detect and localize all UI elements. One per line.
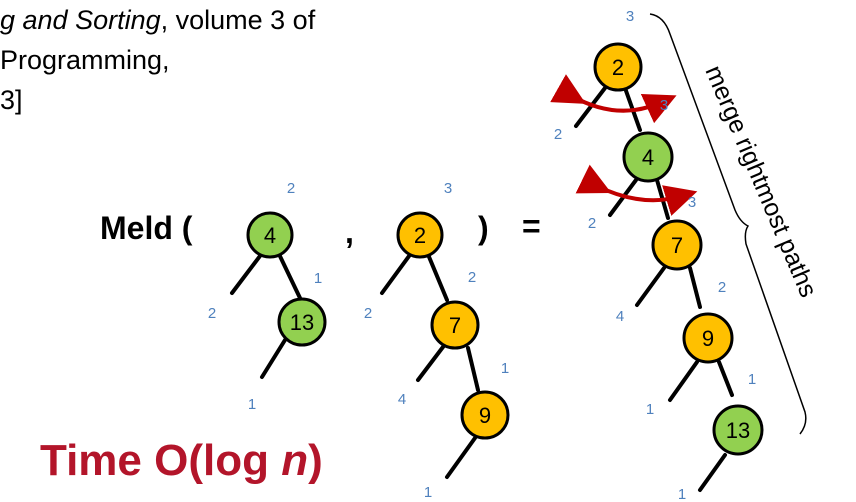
rank-label: 2 — [554, 126, 562, 143]
svg-text:7: 7 — [449, 313, 461, 338]
svg-text:13: 13 — [290, 310, 314, 335]
result-node: 13 — [712, 404, 764, 456]
edge — [668, 360, 699, 402]
rank-label: 4 — [616, 308, 624, 325]
reference-line-3: 3] — [0, 85, 23, 115]
result-node: 9 — [682, 312, 734, 364]
meld-label: Meld ( — [100, 210, 193, 246]
bracket-label: merge rightmost paths — [699, 61, 822, 301]
rank-label: 1 — [678, 486, 686, 502]
tree-a-node: 13 — [277, 297, 327, 347]
rank-label: 1 — [748, 371, 756, 388]
rank-label: 3 — [660, 97, 668, 114]
edge — [717, 360, 734, 397]
swap-arrow-icon — [550, 74, 677, 124]
svg-text:4: 4 — [264, 223, 276, 248]
result-node: 4 — [622, 131, 674, 183]
merge-bracket — [649, 13, 807, 435]
result-node: 2 — [593, 42, 643, 92]
rank-label: 3 — [444, 180, 452, 197]
reference-text: g and Sorting, volume 3 of Programming, … — [0, 0, 315, 120]
result-node: 7 — [651, 219, 703, 271]
svg-text:13: 13 — [726, 418, 750, 443]
tree-b-node: 2 — [396, 211, 444, 259]
rank-label: 2 — [208, 305, 216, 322]
rank-label: 3 — [688, 194, 696, 211]
rank-label: 1 — [646, 401, 654, 418]
tree-a-node: 4 — [246, 211, 294, 259]
edge — [230, 250, 265, 295]
svg-text:2: 2 — [414, 223, 426, 248]
edge — [466, 346, 480, 392]
swap-arrows — [550, 74, 698, 216]
edge — [445, 436, 477, 479]
edge — [416, 341, 448, 382]
rank-label: 1 — [424, 484, 432, 501]
svg-text:4: 4 — [642, 145, 654, 170]
edge — [260, 338, 287, 379]
rank-label: 3 — [626, 8, 634, 25]
edge — [276, 250, 302, 300]
rank-label: 2 — [364, 305, 372, 322]
tree-b-node: 9 — [460, 390, 510, 440]
reference-line-2: Programming, — [0, 45, 170, 75]
svg-text:9: 9 — [479, 403, 491, 428]
time-complexity: Time O(log n) — [40, 436, 323, 485]
comma: , — [345, 214, 354, 250]
edge — [688, 266, 702, 309]
edge — [380, 250, 414, 295]
rank-label: 1 — [314, 270, 322, 287]
rank-label: 2 — [287, 180, 295, 197]
edge — [635, 266, 666, 307]
reference-line-1: g and Sorting, volume 3 of — [0, 5, 316, 35]
rank-label: 1 — [501, 360, 509, 377]
rank-label: 2 — [588, 215, 596, 232]
rank-label: 1 — [248, 396, 256, 413]
svg-text:7: 7 — [671, 233, 683, 258]
svg-text:2: 2 — [612, 55, 624, 80]
swap-arrow-icon — [575, 164, 698, 216]
rank-label: 4 — [398, 391, 406, 408]
tree-b-node: 7 — [430, 300, 480, 350]
equals-sign: = — [522, 208, 541, 244]
close-paren: ) — [478, 210, 489, 246]
edge — [425, 250, 449, 302]
svg-text:9: 9 — [702, 326, 714, 351]
rank-label: 2 — [718, 279, 726, 296]
edge — [698, 453, 727, 492]
rank-label: 2 — [468, 269, 476, 286]
